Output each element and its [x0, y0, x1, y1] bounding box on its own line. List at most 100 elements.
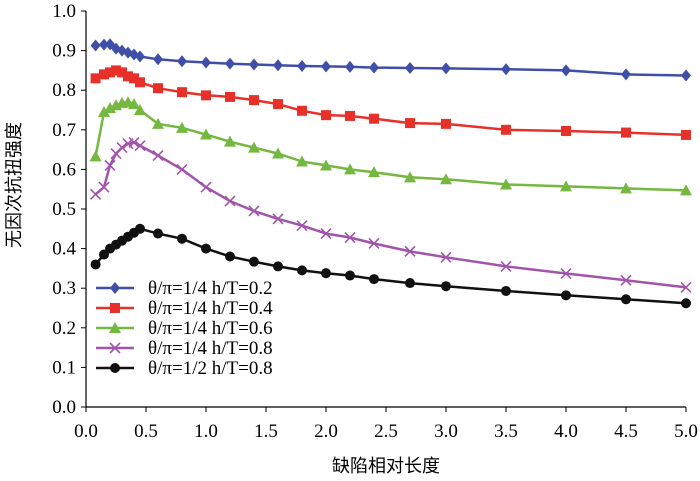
series-3-point: [404, 171, 416, 183]
legend-marker: [110, 282, 120, 294]
series-3-point: [320, 159, 332, 171]
series-3-point: [104, 102, 116, 114]
x-marker-stroke: [90, 188, 102, 200]
series-4-point: [152, 149, 164, 162]
series-2-point: [345, 110, 355, 121]
x-tick-label: 3.5: [494, 421, 518, 442]
series-4-point: [320, 227, 332, 240]
series-2-point: [99, 69, 109, 80]
series-3-point: [296, 155, 308, 167]
series-1-point: [405, 62, 415, 75]
x-marker-stroke: [128, 136, 140, 149]
series-3-point: [344, 163, 356, 175]
legend-marker: [110, 363, 120, 373]
legend-item-2: θ/π=1/4 h/T=0.4: [96, 298, 273, 319]
series-5-point: [561, 290, 571, 301]
series-4: [90, 136, 692, 293]
legend-marker: [109, 322, 121, 333]
x-marker-stroke: [620, 274, 632, 286]
series-3-point: [98, 105, 110, 117]
x-marker-stroke: [440, 251, 452, 263]
series-4-point: [620, 274, 632, 286]
x-marker-stroke: [296, 220, 308, 232]
series-4-line: [94, 141, 687, 289]
x-tick-label: 4.5: [614, 421, 638, 442]
series-4-point: [104, 159, 116, 172]
series-2-point: [105, 67, 115, 78]
x-marker-stroke: [116, 142, 128, 154]
series-1-point: [273, 59, 283, 72]
series-4-point: [440, 251, 452, 263]
series-1-point: [153, 53, 163, 66]
series-2-point: [561, 125, 571, 136]
series-3-point: [224, 135, 236, 147]
series-3-point: [440, 173, 452, 185]
series-4-point: [248, 205, 260, 217]
series-1-point: [225, 57, 235, 70]
series-5-point: [90, 259, 101, 270]
series-layer: [89, 38, 692, 309]
series-4-point: [272, 213, 284, 225]
y-tick-label: 0.7: [52, 120, 76, 141]
series-3-point: [368, 166, 380, 178]
series-4-point: [368, 237, 380, 250]
series-3-line: [94, 100, 687, 192]
series-4-point: [404, 245, 416, 257]
series-2: [90, 65, 691, 140]
x-tick-label: 1.5: [254, 421, 278, 442]
series-2-point: [273, 99, 283, 110]
series-5-point: [621, 294, 631, 305]
series-1-point: [441, 62, 451, 75]
series-2-point: [123, 71, 133, 82]
series-2-point: [153, 83, 163, 94]
x-marker-stroke: [152, 149, 164, 162]
x-tick-label: 2.5: [374, 421, 398, 442]
series-1-point: [135, 50, 145, 63]
series-3-point: [248, 141, 260, 153]
x-tick-label: 3.0: [434, 421, 458, 442]
legend-label: θ/π=1/4 h/T=0.6: [148, 318, 273, 339]
series-1-point: [99, 38, 109, 51]
series-2-point: [90, 73, 101, 84]
x-marker-stroke: [104, 159, 116, 172]
x-marker-stroke: [134, 140, 146, 152]
x-marker-stroke: [272, 213, 284, 225]
series-2-point: [111, 65, 121, 76]
series-1-point: [345, 60, 355, 73]
series-2-point: [681, 129, 691, 140]
x-marker-stroke: [224, 195, 236, 207]
series-2-point: [201, 90, 211, 101]
series-3-point: [680, 184, 692, 196]
series-1-point: [249, 58, 259, 71]
series-5-point: [405, 278, 415, 289]
y-tick-label: 1.0: [52, 1, 76, 22]
series-2-point: [225, 91, 235, 102]
series-1: [90, 38, 691, 82]
series-1-point: [90, 39, 101, 52]
legend-item-4: θ/π=1/4 h/T=0.8: [96, 338, 273, 359]
series-5-point: [441, 281, 451, 292]
x-tick-label: 5.0: [674, 421, 698, 442]
x-marker-stroke: [344, 231, 356, 244]
x-marker-stroke: [98, 181, 110, 193]
y-tick-label: 0.2: [52, 318, 76, 339]
series-5-point: [501, 285, 511, 296]
series-3-point: [500, 178, 512, 190]
series-4-point: [134, 140, 146, 152]
legend-label: θ/π=1/4 h/T=0.8: [148, 338, 273, 359]
legend-item-1: θ/π=1/4 h/T=0.2: [96, 278, 273, 299]
legend-marker: [110, 303, 120, 313]
series-5-point: [201, 243, 211, 254]
series-2-point: [369, 113, 379, 124]
x-marker-stroke: [176, 163, 188, 175]
series-1-point: [501, 63, 511, 76]
series-3-point: [89, 150, 102, 162]
y-tick-label: 0.0: [52, 397, 76, 418]
series-4-point: [560, 267, 572, 280]
series-4-point: [296, 220, 308, 232]
legend: θ/π=1/4 h/T=0.2θ/π=1/4 h/T=0.4θ/π=1/4 h/…: [96, 278, 273, 379]
series-1-point: [561, 64, 571, 77]
series-2-point: [135, 77, 145, 88]
series-5-point: [297, 265, 307, 276]
series-2-point: [117, 67, 127, 78]
